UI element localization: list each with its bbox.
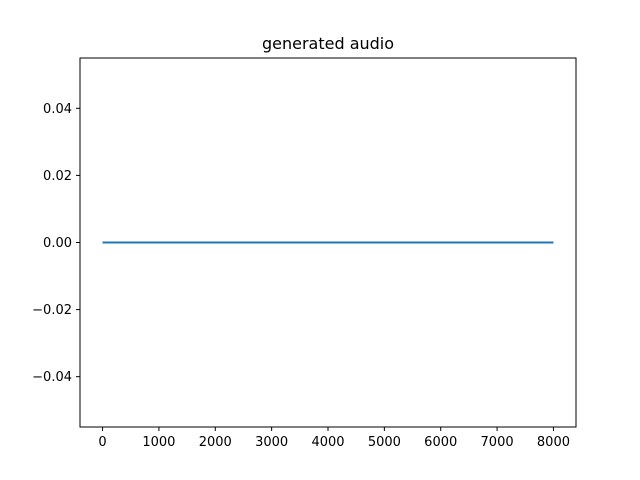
x-tick-label: 0 [98, 435, 106, 450]
x-tick-label: 7000 [481, 435, 514, 450]
y-tick-label: 0.00 [43, 236, 72, 251]
plot-area: 0 1000 2000 3000 4000 5000 6000 7000 8000 −0.04 −0… [32, 57, 577, 450]
y-tick-label: 0.02 [43, 169, 72, 184]
y-tick-label: −0.02 [32, 303, 72, 318]
x-tick-label: 2000 [199, 435, 232, 450]
x-tick-label: 6000 [424, 435, 457, 450]
y-tick-label: −0.04 [32, 370, 72, 385]
x-tick-label: 5000 [368, 435, 401, 450]
y-tick-label: 0.04 [43, 102, 72, 117]
x-tick-label: 3000 [255, 435, 288, 450]
x-tick-label: 4000 [311, 435, 344, 450]
x-tick-label: 1000 [142, 435, 175, 450]
x-tick-label: 8000 [537, 435, 570, 450]
chart-title: generated audio [262, 34, 394, 53]
